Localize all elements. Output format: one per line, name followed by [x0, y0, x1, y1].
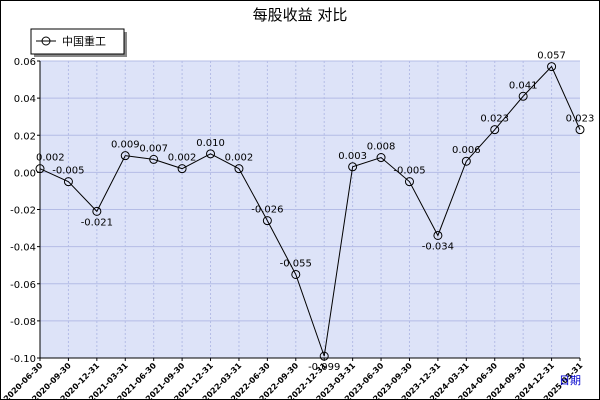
data-point — [547, 62, 557, 72]
x-axis-ticks: 2020-06-302020-09-302020-12-312021-03-31… — [2, 358, 585, 400]
data-label: 0.041 — [509, 80, 538, 91]
y-tick-label: -0.06 — [10, 280, 36, 291]
data-point — [319, 351, 329, 361]
legend-box — [30, 28, 125, 55]
legend-marker — [41, 36, 51, 46]
data-point — [262, 216, 272, 226]
data-label: 0.023 — [566, 114, 595, 125]
data-label: 0.008 — [367, 142, 396, 153]
data-point — [35, 164, 45, 174]
data-label: -0.005 — [52, 166, 84, 177]
data-point — [291, 269, 301, 279]
data-label: 0.009 — [111, 140, 140, 151]
data-point — [376, 153, 386, 163]
data-point — [433, 230, 443, 240]
legend: 中国重工 — [30, 28, 127, 57]
y-tick-label: 0.00 — [14, 168, 36, 179]
data-point — [404, 177, 414, 187]
data-label: 0.010 — [196, 138, 225, 149]
data-label: 0.007 — [139, 143, 168, 154]
data-label: 0.002 — [168, 153, 197, 164]
data-label: -0.021 — [81, 217, 113, 228]
y-tick-label: 0.06 — [14, 57, 36, 68]
data-label: 0.002 — [36, 153, 65, 164]
y-tick-label: 0.04 — [14, 94, 36, 105]
data-label: 0.006 — [452, 145, 481, 156]
data-point — [206, 149, 216, 159]
data-label: -0.026 — [251, 205, 283, 216]
data-label: -0.005 — [393, 166, 425, 177]
data-point — [461, 156, 471, 166]
data-label: 0.057 — [537, 51, 566, 62]
data-label: 0.023 — [480, 114, 509, 125]
y-tick-label: -0.02 — [10, 206, 36, 217]
data-label: 0.002 — [225, 153, 254, 164]
data-point — [234, 164, 244, 174]
data-point — [177, 164, 187, 174]
data-point — [149, 154, 159, 164]
data-point — [348, 162, 358, 172]
y-axis-ticks: 0.06 0.04 0.02 0.00 -0.02 -0.04 -0.06 -0.08 -0.1… — [10, 57, 40, 365]
data-point — [120, 151, 130, 161]
data-point — [92, 206, 102, 216]
data-point — [518, 91, 528, 101]
series-line — [39, 65, 581, 357]
data-label: -0.099 — [308, 362, 340, 373]
data-points — [35, 62, 585, 361]
data-point — [490, 125, 500, 135]
data-point — [575, 125, 585, 135]
series-line-0 — [39, 65, 581, 357]
y-tick-label: 0.02 — [14, 131, 36, 142]
data-point — [63, 177, 73, 187]
y-tick-label: -0.08 — [10, 317, 36, 328]
chart-title: 每股收益 对比 — [253, 6, 348, 24]
data-label: -0.034 — [422, 241, 454, 252]
y-tick-label: -0.04 — [10, 243, 36, 254]
y-tick-label: -0.10 — [10, 354, 36, 365]
x-axis-title: 日期 — [559, 374, 581, 387]
data-label: -0.055 — [280, 258, 312, 269]
legend-entry-label: 中国重工 — [62, 34, 106, 48]
data-label: 0.003 — [338, 151, 367, 162]
